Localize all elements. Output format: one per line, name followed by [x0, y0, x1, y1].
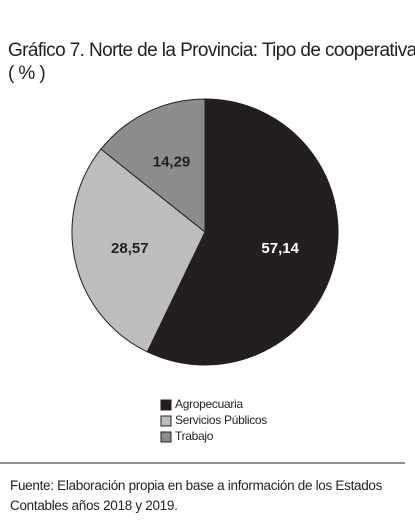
chart-title: Gráfico 7. Norte de la Provincia: Tipo d… [8, 40, 415, 61]
data-label: 28,57 [111, 240, 149, 257]
pie-slice [71, 148, 206, 353]
legend-label: Servicios Públicos [175, 413, 267, 427]
pie-slice [146, 98, 339, 366]
legend-swatch [160, 399, 172, 411]
legend-label: Trabajo [175, 429, 214, 443]
pie-slice [100, 98, 206, 234]
data-label: 14,29 [153, 153, 191, 170]
chart-subtitle: ( % ) [8, 63, 45, 84]
data-label: 57,14 [261, 240, 299, 257]
legend-swatch [160, 415, 172, 427]
source-note: Fuente: Elaboración propia en base a inf… [10, 478, 383, 513]
legend-swatch [160, 431, 172, 443]
legend-label: Agropecuaria [175, 397, 243, 411]
